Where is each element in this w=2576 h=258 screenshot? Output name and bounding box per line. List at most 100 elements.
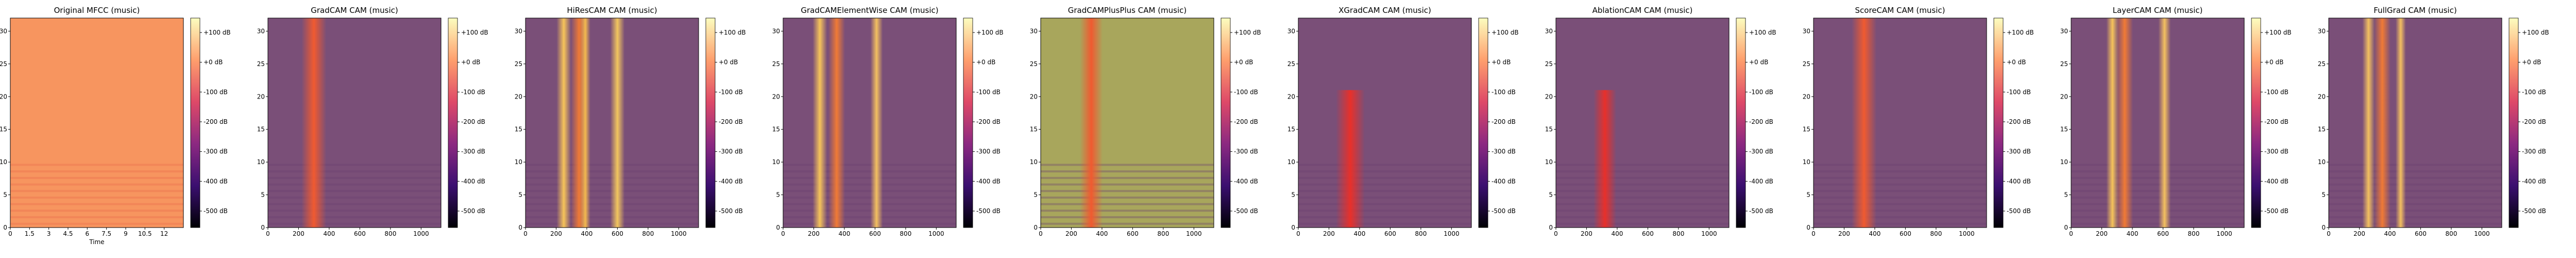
colorbar-tick-label: -500 dB [1492,207,1516,215]
x-tick-label: 1000 [1444,230,1460,237]
colorbar-tick-label: -300 dB [1749,148,1773,155]
chart-panel: FullGrad CAM (music) 0 200 400 600 800 1000 0 5 1… [2318,0,2576,258]
x-tick-label: 800 [2188,230,2199,237]
y-tick-label: 10 [1287,158,1295,166]
heatmap-texture-row [1298,190,1471,192]
axes-frame [525,18,699,228]
x-tick-label: 400 [323,230,335,237]
colorbar-tick-label: +100 dB [2522,29,2549,36]
y-tick-label: 10 [2060,158,2068,166]
heatmap-texture-row [1814,203,1987,205]
x-tick-label: 800 [2445,230,2457,237]
activation-band [580,18,590,228]
x-tick-label: 400 [2126,230,2138,237]
heatmap-texture-row [10,209,183,212]
x-tick-label: 0 [2069,230,2073,237]
chart-panel: GradCAMElementWise CAM (music) 0 200 400 600… [772,0,1030,258]
activation-band [2395,18,2406,228]
chart-panel: Original MFCC (music) 0 1.5 3 4.5 6 7.5 9 10.5 12… [0,0,258,258]
heatmap-texture-row [2071,190,2244,192]
colorbar-tick-label: -400 dB [2522,178,2546,185]
heatmap-background [268,18,441,228]
colorbar-tick-label: -400 dB [976,178,1001,185]
colorbar-tick-label: -200 dB [204,118,228,125]
y-tick-label: 25 [515,60,522,68]
heatmap-background [2329,18,2502,228]
colorbar-tick-label: -400 dB [204,178,228,185]
heatmap-background [1814,18,1987,228]
chart-panel: XGradCAM CAM (music) 0 200 400 600 800 1000 0 5 1… [1287,0,1546,258]
colorbar [2251,18,2261,228]
chart-svg: XGradCAM CAM (music) 0 200 400 600 800 1000 0 5 1… [1287,6,1519,237]
chart-panel: GradCAM CAM (music) 0 200 400 600 800 1000 0 5 10… [257,0,515,258]
x-tick-label: 1000 [1959,230,1975,237]
colorbar-tick-label: -300 dB [2007,148,2031,155]
chart-svg: AblationCAM CAM (music)0 200 400 600 800 1000… [1545,6,1776,237]
chart-panel: ScoreCAM CAM (music) 0 200 400 600 800 1000 0 5 1… [1803,0,2061,258]
heatmap-texture-row [783,176,956,179]
x-tick-label: 200 [550,230,562,237]
x-tick-label: 200 [1323,230,1335,237]
x-tick-label: 800 [1672,230,1684,237]
x-tick-label: 1000 [2474,230,2490,237]
heatmap-texture-row [2329,190,2502,192]
colorbar-tick-label: -100 dB [2522,88,2546,95]
y-tick-label: 0 [776,224,780,231]
heatmap-texture-row [783,170,956,173]
heatmap-texture-row [783,209,956,212]
colorbar-tick-label: -500 dB [2522,207,2546,215]
colorbar-tick-label: -400 dB [461,178,485,185]
x-tick-label: 0 [266,230,270,237]
y-tick-label: 5 [3,191,7,199]
y-tick-label: 30 [1030,27,1038,35]
heatmap-background [1041,18,1214,228]
y-tick-label: 30 [0,27,7,35]
heatmap-texture-row [1556,222,1729,225]
x-tick-label: 1000 [1186,230,1202,237]
heatmap-texture-row [2329,203,2502,205]
y-tick-label: 25 [1287,60,1295,68]
colorbar-tick-label: -100 dB [204,88,228,95]
colorbar-tick-label: -300 dB [1234,148,1258,155]
y-tick-label: 20 [1287,93,1295,100]
x-tick-label: 400 [1869,230,1880,237]
x-tick-label: 1000 [2216,230,2232,237]
axes-frame [783,18,957,228]
colorbar-tick-label: +100 dB [719,29,746,36]
heatmap-texture-row [783,164,956,166]
x-tick-label: 800 [900,230,911,237]
y-tick-label: 10 [1803,158,1810,166]
y-tick-label: 20 [772,93,780,100]
y-tick-label: 25 [2318,60,2326,68]
heatmap-texture-row [1814,170,1987,173]
heatmap-texture-row [1041,170,1214,173]
colorbar-tick-label: +100 dB [1492,29,1519,36]
colorbar [963,18,973,228]
colorbar-tick-label: -300 dB [461,148,485,155]
colorbar-tick-label: -500 dB [204,207,228,215]
colorbar-tick-label: -500 dB [2264,207,2289,215]
y-tick-label: 30 [1545,27,1553,35]
heatmap-texture-row [783,190,956,192]
activation-band [301,18,327,228]
y-tick-label: 30 [257,27,265,35]
heatmap-texture-row [1041,196,1214,199]
y-tick-label: 20 [2060,93,2068,100]
heatmap-texture-row [10,170,183,173]
colorbar-tick-label: +100 dB [1749,29,1776,36]
y-tick-label: 0 [1549,224,1553,231]
y-tick-label: 20 [1030,93,1038,100]
y-tick-label: 15 [1287,126,1295,133]
activation-band [828,18,845,228]
colorbar-tick-label: -100 dB [461,88,485,95]
x-tick-label: 0 [781,230,785,237]
x-tick-label: 400 [1353,230,1365,237]
y-tick-label: 25 [1803,60,1810,68]
heatmap-texture-row [1556,164,1729,166]
colorbar-tick-label: -200 dB [2522,118,2546,125]
x-tick-label: 0 [1296,230,1300,237]
colorbar-tick-label: +0 dB [1234,59,1253,66]
heatmap-texture-row [783,196,956,199]
activation-band [1080,18,1103,228]
chart-title: GradCAMElementWise CAM (music) [801,6,938,15]
